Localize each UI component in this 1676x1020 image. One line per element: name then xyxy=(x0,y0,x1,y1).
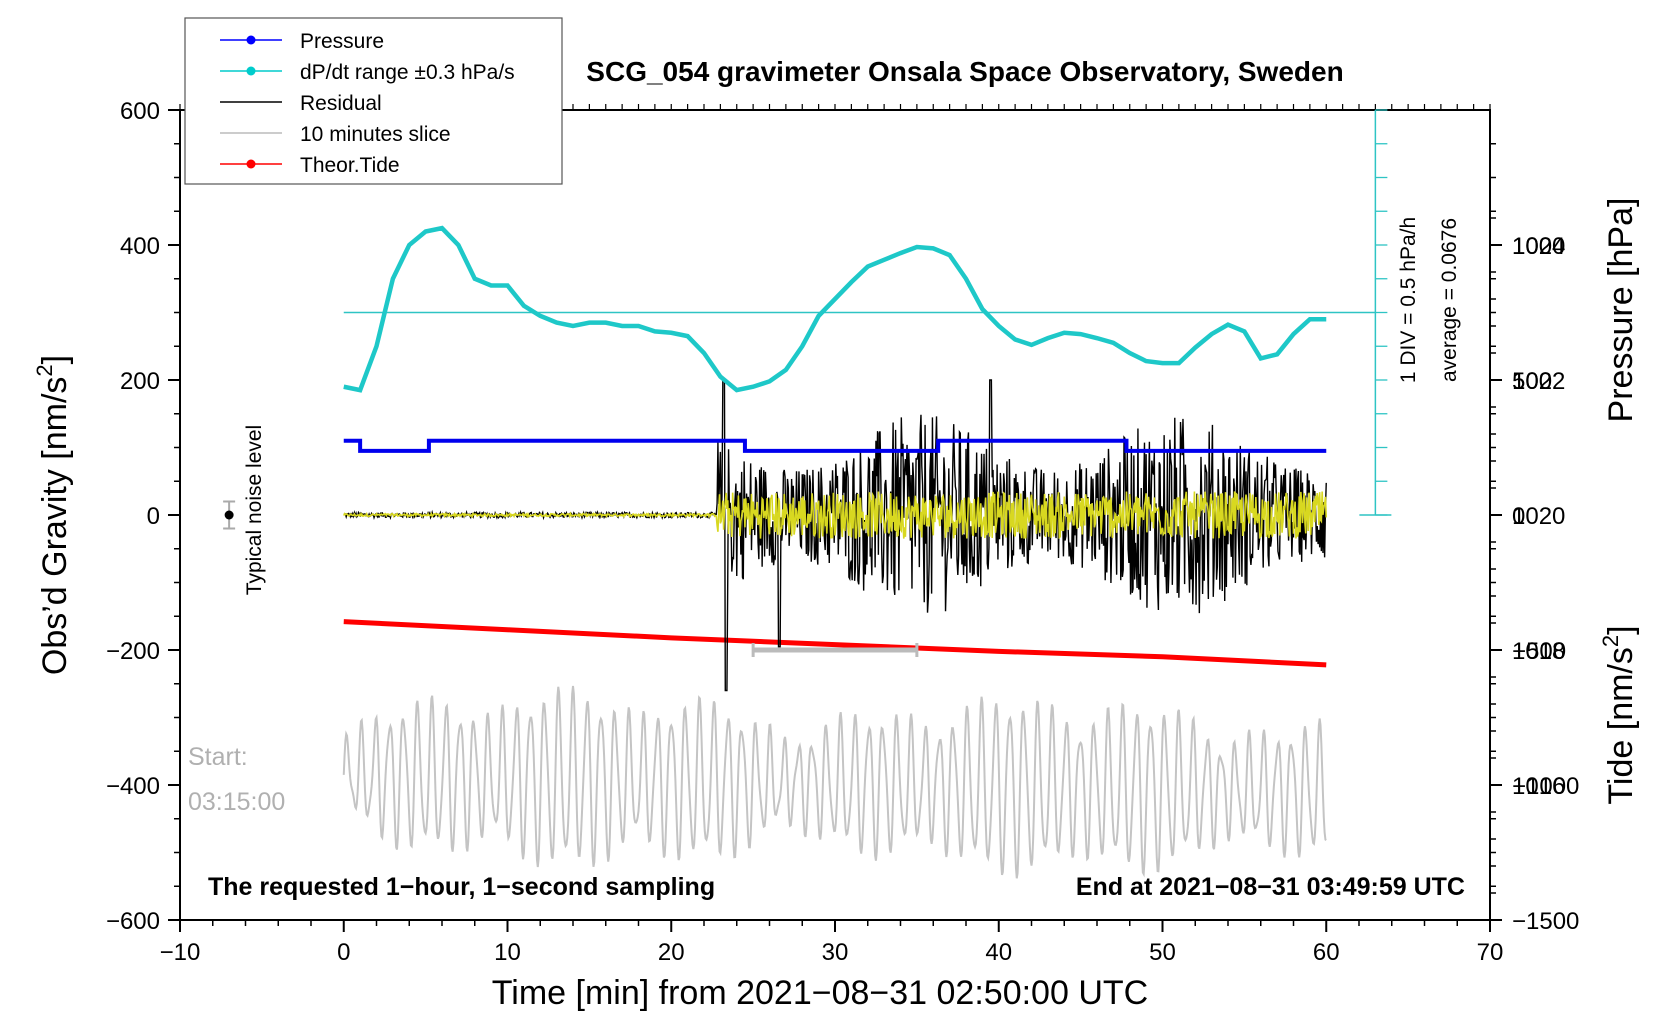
pressure-tick-label: 1020 xyxy=(1512,503,1565,530)
x-tick-label: 30 xyxy=(822,939,849,966)
left-tick-label: −400 xyxy=(106,773,160,800)
pressure-tick-label: 1022 xyxy=(1512,368,1565,395)
x-tick-label: 20 xyxy=(658,939,685,966)
tide-tick-label: 500 xyxy=(1512,368,1552,395)
slice-range-bar xyxy=(751,643,919,657)
div-scale-note: 1 DIV = 0.5 hPa/h xyxy=(1397,217,1420,383)
pressure-tick-label: 1016 xyxy=(1512,773,1565,800)
series-pressure xyxy=(343,438,1327,453)
series-10min-slice xyxy=(342,685,1327,879)
tide-tick-label: −1500 xyxy=(1512,908,1579,935)
series-residual xyxy=(343,379,1327,692)
start-label-line2: 03:15:00 xyxy=(188,788,285,816)
x-tick-label: 70 xyxy=(1477,939,1504,966)
tide-tick-label: 0 xyxy=(1512,503,1525,530)
y-axis-title-left: Obs’d Gravity [nm/s2] xyxy=(32,355,74,675)
y-axis-title-tide-sup: 2 xyxy=(1598,635,1623,647)
pressure-tick-label: 1024 xyxy=(1512,233,1565,260)
x-tick-label: 0 xyxy=(337,939,350,966)
legend-label: Pressure xyxy=(300,30,384,53)
left-tick-label: 200 xyxy=(120,368,160,395)
end-time-note: End at 2021−08−31 03:49:59 UTC xyxy=(1076,873,1465,901)
y-axis-title-tide: Tide [nm/s2] xyxy=(1598,625,1640,804)
legend-box xyxy=(184,17,563,185)
x-axis-ticks: −10 0 10 20 30 40 50 60 70 xyxy=(160,920,1504,966)
right-axis-ticks: 1024 1022 1020 1018 1016 1000 500 0 −500 −1000 −15… xyxy=(1490,143,1579,935)
left-tick-label: −600 xyxy=(106,908,160,935)
legend-marker xyxy=(246,66,256,76)
left-axis-ticks: 600 400 200 0 −200 −400 −600 xyxy=(106,98,180,935)
legend-marker xyxy=(246,35,256,45)
legend-label: Theor.Tide xyxy=(300,154,400,177)
noise-level-dot xyxy=(224,510,234,520)
left-tick-label: −200 xyxy=(106,638,160,665)
pressure-tick-label: 1018 xyxy=(1512,638,1565,665)
legend-marker xyxy=(246,159,256,169)
series-theor-tide xyxy=(343,619,1327,668)
x-tick-label: 40 xyxy=(985,939,1012,966)
series-residual-filtered xyxy=(343,491,1328,540)
x-tick-label: −10 xyxy=(160,939,201,966)
series-dpdt xyxy=(343,225,1327,393)
legend-label: Residual xyxy=(300,92,382,115)
legend-label: 10 minutes slice xyxy=(300,123,451,146)
x-axis-title: Time [min] from 2021−08−31 02:50:00 UTC xyxy=(492,974,1148,1012)
chart-title: SCG_054 gravimeter Onsala Space Observat… xyxy=(586,56,1343,87)
x-tick-label: 50 xyxy=(1149,939,1176,966)
x-tick-label: 60 xyxy=(1313,939,1340,966)
legend-items: Pressure dP/dt range ±0.3 hPa/s Residual 10… xyxy=(220,30,515,177)
y-axis-title-left-sup: 2 xyxy=(32,364,57,376)
left-tick-label: 600 xyxy=(120,98,160,125)
noise-level-marker xyxy=(223,500,236,530)
tide-tick-label: −500 xyxy=(1512,638,1566,665)
average-note: average = 0.0676 xyxy=(1438,218,1461,382)
tide-tick-label: 1000 xyxy=(1512,233,1565,260)
legend-label: dP/dt range ±0.3 hPa/s xyxy=(300,61,515,84)
requested-sampling-note: The requested 1−hour, 1−second sampling xyxy=(208,873,715,901)
tide-tick-label: −1000 xyxy=(1512,773,1579,800)
legend: Pressure dP/dt range ±0.3 hPa/s Residual 10… xyxy=(184,17,563,185)
left-tick-label: 0 xyxy=(147,503,160,530)
left-tick-label: 400 xyxy=(120,233,160,260)
y-axis-title-pressure: Pressure [hPa] xyxy=(1602,198,1640,423)
noise-level-label: Typical noise level xyxy=(243,425,266,595)
x-tick-label: 10 xyxy=(494,939,521,966)
start-label-line1: Start: xyxy=(188,743,248,771)
